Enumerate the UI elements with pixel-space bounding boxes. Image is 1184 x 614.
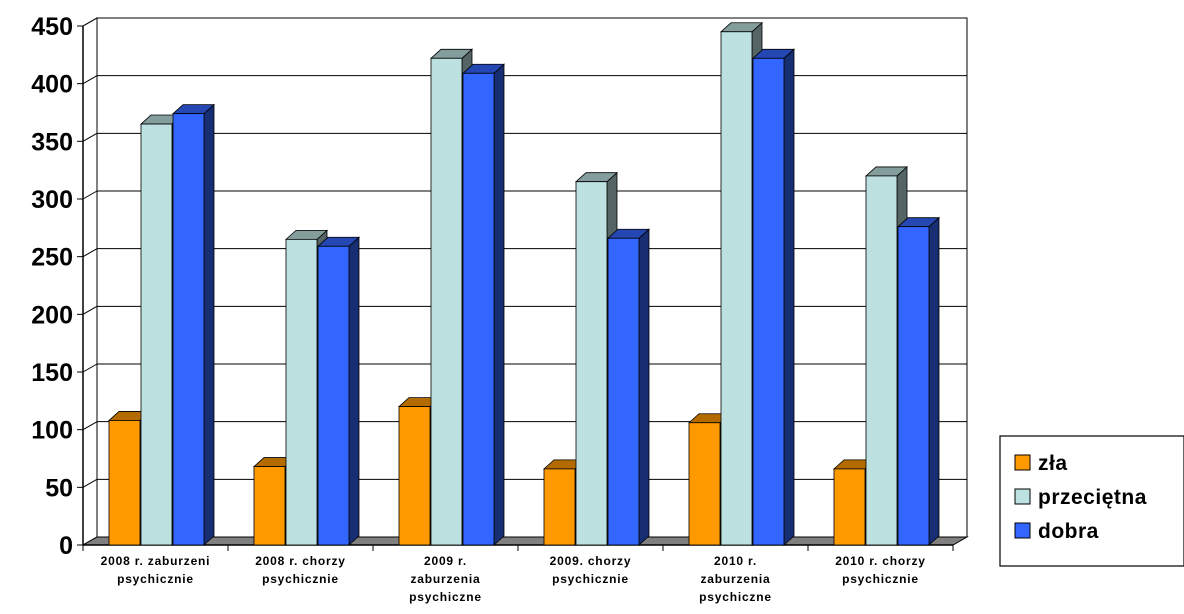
x-tick-label: 2009. chorzy psychicznie [550,554,632,586]
x-tick-label: 2010 r. zaburzenia psychiczne [699,554,772,604]
bar-side [348,236,360,546]
gridline-side [82,75,98,85]
gridline-side [82,478,98,488]
bar-front [462,72,495,546]
x-tick-label-line: 2009. chorzy [550,554,632,568]
legend-label: dobra [1038,520,1099,543]
bar-front [398,406,431,546]
plot-side-wall [82,17,98,546]
bar-dobra [171,103,216,546]
gridline-side [82,363,98,373]
legend-box [999,435,1184,567]
legend-swatch [1014,454,1031,471]
x-tick-label-line: 2010 r. chorzy [835,554,926,568]
bar-side [638,228,650,546]
bar-front [108,420,141,546]
bar-front [140,123,173,546]
plot-back-wall [96,17,968,538]
bar-front [575,181,608,546]
y-tick-label: 50 [45,474,73,502]
gridline-side [82,248,98,258]
bar-side [783,48,795,546]
x-tick-label-line: psychiczne [699,590,772,604]
bar-dobra [461,63,506,546]
x-tick-label-line: 2008 r. chorzy [255,554,346,568]
x-tick-label-line: zaburzenia [700,572,770,586]
y-tick-label: 200 [31,301,73,329]
gridline-side [82,305,98,315]
bar-front [253,466,286,546]
bar-front [865,175,898,546]
bar-dobra [896,216,941,546]
bar-side [493,63,505,546]
gridline-side [82,190,98,200]
bar-front [833,468,866,546]
bars [107,21,941,546]
x-tick-label: 2009 r. zaburzenia psychiczne [409,554,482,604]
legend: zła przeciętna dobra [999,435,1184,567]
bar-dobra [606,228,651,546]
y-tick-label: 450 [31,13,73,41]
y-tick-label: 150 [31,359,73,387]
y-tick-label: 0 [59,532,73,560]
legend-swatch [1014,488,1031,505]
gridline-side [82,421,98,431]
y-tick-label: 350 [31,128,73,156]
legend-swatch [1014,522,1031,539]
bar-front [172,113,205,546]
bar-front [752,57,785,546]
y-tick-label: 400 [31,71,73,99]
x-tick-label-line: psychicznie [262,572,339,586]
gridlines [82,17,968,546]
x-tick-label-line: 2009 r. [424,554,467,568]
y-tick-label: 250 [31,244,73,272]
bar-front [430,57,463,546]
gridline-side [82,132,98,142]
gridline-side [82,17,98,27]
bar-front [720,31,753,546]
y-tick-labels: 0 50 100 150 200 250 300 350 400 450 [31,13,83,560]
x-tick-label-line: zaburzenia [410,572,480,586]
legend-label: zła [1038,452,1068,475]
x-tick-label: 2010 r. chorzy psychicznie [835,554,926,586]
x-tick-label: 2008 r. chorzy psychicznie [255,554,346,586]
bar-front [285,238,318,546]
x-tick-label-line: 2010 r. [714,554,757,568]
x-tick-label-line: psychicznie [117,572,194,586]
bar-front [688,422,721,546]
x-tick-label-line: psychiczne [409,590,482,604]
bar-front [317,245,350,546]
y-tick-label: 300 [31,186,73,214]
bar-front [607,237,640,546]
bar-side [928,216,940,546]
legend-label: przeciętna [1038,486,1147,509]
x-tick-label-line: psychicznie [842,572,919,586]
y-tick-label: 100 [31,417,73,445]
bar-side [203,103,215,546]
x-tick-label: 2008 r. zaburzeni psychicznie [101,554,211,586]
bar-front [543,468,576,546]
bar-dobra [316,236,361,546]
x-tick-label-line: 2008 r. zaburzeni [101,554,211,568]
x-tick-label-line: psychicznie [552,572,629,586]
bar-front [897,226,930,546]
bar-dobra [751,48,796,546]
